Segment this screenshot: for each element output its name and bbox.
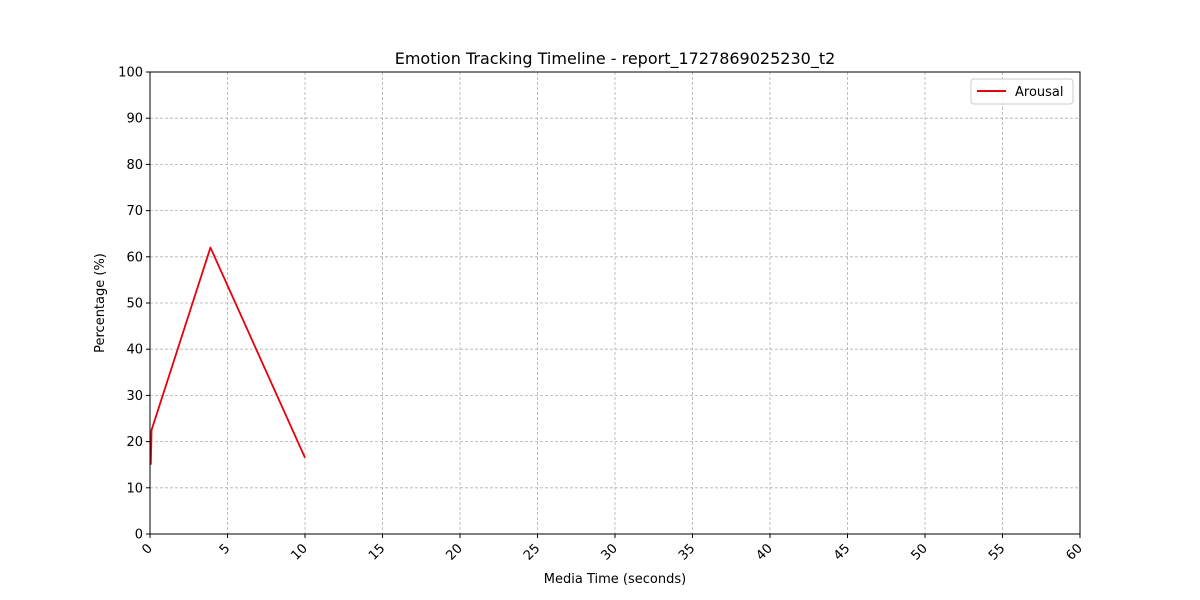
x-axis-title: Media Time (seconds): [544, 572, 686, 587]
grid-layer: [149, 71, 1081, 535]
y-tick-label: 40: [126, 343, 143, 358]
y-tick-label: 20: [126, 435, 143, 450]
series-layer: [149, 246, 306, 465]
y-tick-label: 10: [126, 481, 143, 496]
y-tick-label: 50: [126, 297, 143, 312]
y-tick-label: 70: [126, 204, 143, 219]
y-axis-title: Percentage (%): [93, 253, 108, 353]
y-tick-label: 0: [135, 528, 143, 543]
y-tick-label: 100: [118, 66, 143, 81]
chart-title: Emotion Tracking Timeline - report_17278…: [395, 49, 836, 69]
y-tick-label: 30: [126, 389, 143, 404]
y-tick-label: 90: [126, 112, 143, 127]
legend: Arousal: [970, 78, 1074, 105]
y-tick-label: 60: [126, 250, 143, 265]
legend-label-arousal: Arousal: [1015, 85, 1064, 100]
y-tick-label: 80: [126, 158, 143, 173]
legend-box: [970, 78, 1074, 105]
series-line-arousal: [149, 246, 306, 465]
